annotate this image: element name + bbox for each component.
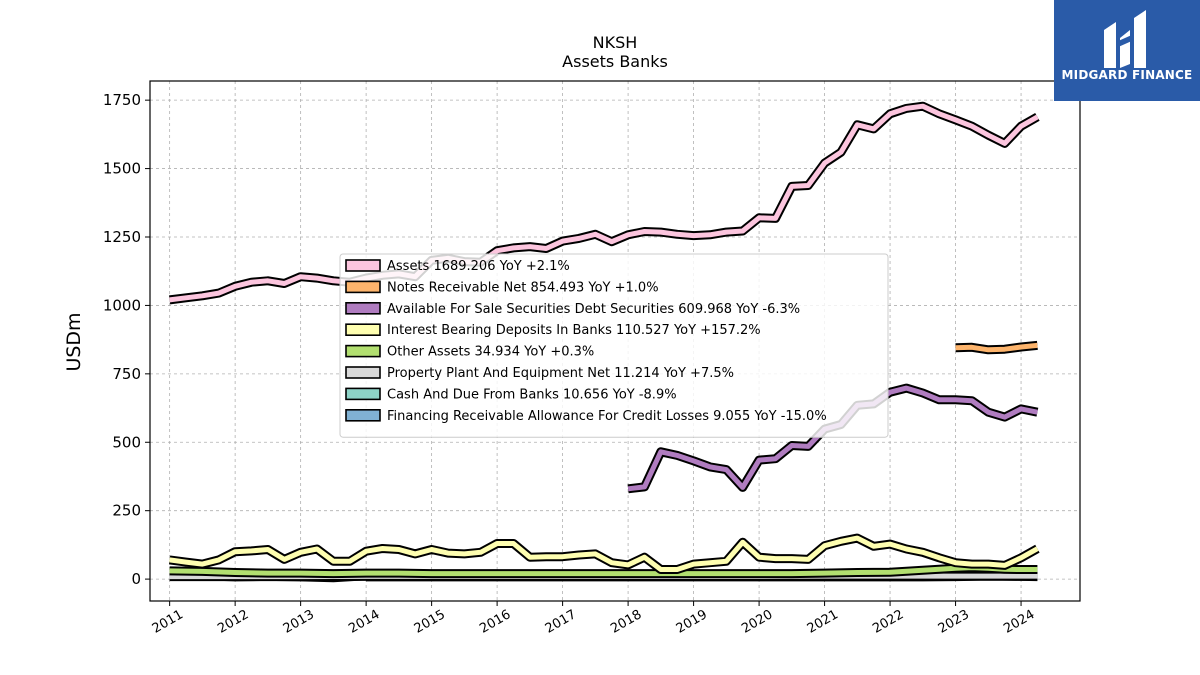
x-tick-label: 2016 xyxy=(477,607,513,637)
legend-swatch xyxy=(345,323,381,337)
x-axis: 2011 2012 2013 2014 2015 2016 2017 2018 2019 2020… xyxy=(150,601,1037,637)
x-tick-label: 2020 xyxy=(739,607,775,637)
x-tick-label: 2017 xyxy=(543,607,579,637)
series-stroke xyxy=(169,535,1039,572)
y-tick-label: 0 xyxy=(131,570,141,588)
x-tick-label: 2018 xyxy=(608,607,644,637)
legend-entry: Property Plant And Equipment Net 11.214 … xyxy=(387,366,734,381)
y-axis-label: USDm xyxy=(63,312,85,371)
series-stroke xyxy=(955,342,1038,353)
legend-entry: Interest Bearing Deposits In Banks 110.5… xyxy=(387,323,761,338)
x-tick-label: 2024 xyxy=(1001,607,1037,637)
legend-swatch xyxy=(345,387,381,401)
x-tick-label: 2013 xyxy=(281,607,317,637)
chart-subtitle: Assets Banks xyxy=(562,52,668,71)
legend-swatch xyxy=(345,366,381,379)
legend-swatch xyxy=(345,344,381,358)
series-line xyxy=(169,563,1038,579)
plot-frame xyxy=(149,80,1081,602)
legend-entry: Cash And Due From Banks 10.656 YoY -8.9% xyxy=(387,387,677,402)
series-line xyxy=(169,101,1040,305)
legend-swatch xyxy=(345,280,381,294)
y-tick-label: 1500 xyxy=(103,160,141,178)
y-axis: 0 250 500 750 1000 1250 1500 1750 xyxy=(103,91,150,588)
x-tick-label: 2019 xyxy=(674,607,710,637)
legend-swatch xyxy=(345,301,381,315)
x-tick-label: 2023 xyxy=(936,607,972,637)
y-tick-label: 750 xyxy=(112,365,141,383)
midgard-mark-icon xyxy=(1104,10,1146,68)
brand-name: MIDGARD FINANCE xyxy=(1061,68,1193,82)
series-line xyxy=(169,533,1040,574)
series-lines xyxy=(169,101,1040,583)
y-tick-label: 1000 xyxy=(103,296,141,314)
x-tick-label: 2022 xyxy=(870,607,906,637)
legend-swatch xyxy=(345,259,381,272)
x-tick-label: 2015 xyxy=(412,607,448,637)
x-tick-label: 2021 xyxy=(805,607,841,637)
legend-entry: Financing Receivable Allowance For Credi… xyxy=(387,409,827,424)
x-tick-label: 2011 xyxy=(150,607,186,637)
series-stroke xyxy=(169,565,1038,577)
legend-entry: Other Assets 34.934 YoY +0.3% xyxy=(387,345,594,360)
legend: Assets 1689.206 YoY +2.1% Notes Receivabl… xyxy=(339,253,889,438)
y-tick-label: 250 xyxy=(112,502,141,520)
legend-box xyxy=(339,253,889,438)
x-tick-label: 2012 xyxy=(215,607,251,637)
y-tick-label: 1250 xyxy=(103,228,141,246)
legend-entry: Available For Sale Securities Debt Secur… xyxy=(387,302,800,317)
x-tick-label: 2014 xyxy=(346,607,382,637)
legend-entry: Assets 1689.206 YoY +2.1% xyxy=(387,259,570,274)
series-line xyxy=(955,340,1038,355)
legend-entry: Notes Receivable Net 854.493 YoY +1.0% xyxy=(387,280,659,295)
y-tick-label: 500 xyxy=(112,433,141,451)
series-stroke xyxy=(169,103,1039,303)
brand-logo: MIDGARD FINANCE xyxy=(1054,0,1200,101)
y-tick-label: 1750 xyxy=(103,91,141,109)
chart-title: NKSH xyxy=(593,33,638,52)
legend-swatch xyxy=(345,408,381,422)
